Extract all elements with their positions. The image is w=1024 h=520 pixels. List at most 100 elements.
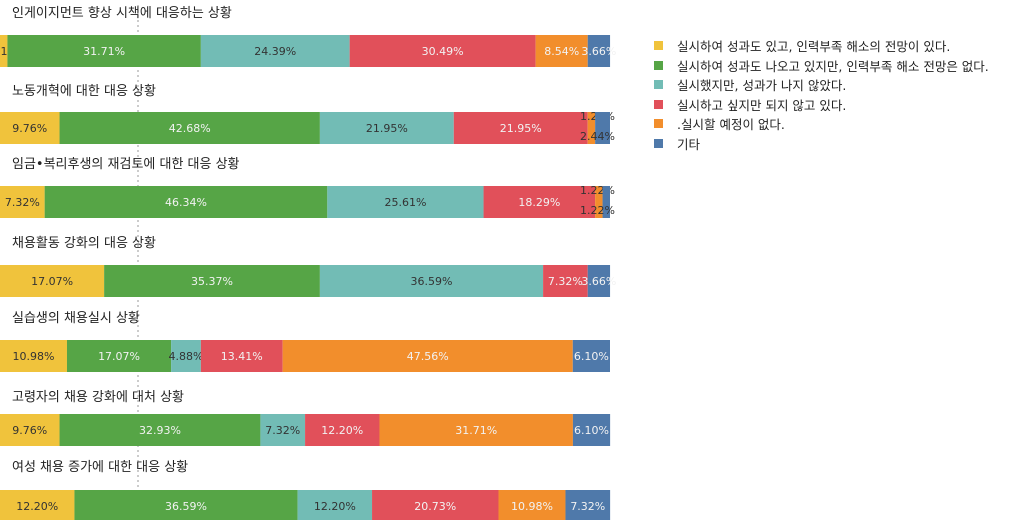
bar-segment — [587, 265, 611, 297]
group-title: 인게이지먼트 향상 시책에 대응하는 상황 — [12, 6, 232, 21]
data-label: 12.20% — [314, 500, 356, 513]
bar-segment — [587, 112, 596, 144]
data-label: 17.07% — [98, 350, 140, 363]
legend-swatch — [654, 60, 663, 70]
data-label: 7.32% — [265, 424, 300, 437]
bar-segment — [297, 490, 373, 520]
data-label: 3.66% — [581, 275, 616, 288]
bar-segment — [595, 112, 610, 144]
bar-segment — [572, 340, 610, 372]
bar-segment — [200, 340, 283, 372]
data-label: 10.98% — [511, 500, 553, 513]
data-label: 8.54% — [544, 45, 579, 58]
group-title: 노동개혁에 대한 대응 상황 — [12, 84, 156, 99]
data-label: 7.32% — [570, 500, 605, 513]
data-label: 3.66% — [581, 45, 616, 58]
legend-label: .실시할 예정이 없다. — [677, 117, 785, 133]
bar-segment — [602, 186, 610, 218]
legend-item: 실시하여 성과도 있고, 인력부족 해소의 전망이 있다. — [654, 36, 989, 56]
legend-label: 실시하여 성과도 나오고 있지만, 인력부족 해소 전망은 없다. — [677, 58, 989, 74]
data-label: 31.71% — [455, 424, 497, 437]
data-label: 46.34% — [165, 196, 207, 209]
data-label: 42.68% — [169, 122, 211, 135]
bar-segment — [104, 265, 320, 297]
bar-segment — [595, 186, 603, 218]
data-label: 6.10% — [574, 350, 609, 363]
data-label: 47.56% — [407, 350, 449, 363]
data-label: 1.22% — [580, 204, 615, 217]
data-label: 31.71% — [83, 45, 125, 58]
bar-segment — [59, 112, 320, 144]
data-label: 20.73% — [414, 500, 456, 513]
legend-swatch — [654, 80, 663, 90]
data-label: 9.76% — [12, 122, 47, 135]
legend-item: 실시하여 성과도 나오고 있지만, 인력부족 해소 전망은 없다. — [654, 56, 989, 76]
bar-segment — [44, 186, 328, 218]
group-title: 실습생의 채용실시 상황 — [12, 311, 140, 326]
bar-segment — [319, 112, 454, 144]
group-title: 여성 채용 증가에 대한 대응 상황 — [12, 460, 188, 475]
bar-segment — [327, 186, 484, 218]
data-label: 7.32% — [5, 196, 40, 209]
legend-label: 실시했지만, 성과가 나지 않았다. — [677, 78, 847, 94]
legend-label: 실시하고 싶지만 되지 않고 있다. — [677, 97, 847, 113]
bar-segment — [543, 265, 588, 297]
bar-segment — [66, 340, 172, 372]
bar-segment — [0, 265, 105, 297]
bar-segment — [0, 186, 45, 218]
bar-segment — [535, 35, 588, 67]
group-title: 고령자의 채용 강화에 대처 상황 — [12, 390, 184, 405]
bar-segment — [59, 414, 261, 446]
legend-item: 실시하고 싶지만 되지 않고 있다. — [654, 95, 989, 115]
bar-segment — [572, 414, 611, 446]
data-label: 25.61% — [384, 196, 426, 209]
legend: 실시하여 성과도 있고, 인력부족 해소의 전망이 있다. 실시하여 성과도 나오… — [654, 36, 989, 153]
data-label: 6.10% — [574, 424, 609, 437]
legend-label: 기타 — [677, 136, 701, 152]
data-label: 12.20% — [321, 424, 363, 437]
bar-segment — [260, 414, 306, 446]
data-label: 13.41% — [221, 350, 263, 363]
bar-segment — [483, 186, 596, 218]
bar-segment — [372, 490, 499, 520]
data-label: 17.07% — [31, 275, 73, 288]
data-label: 32.93% — [139, 424, 181, 437]
stacked-bar-chart: 인게이지먼트 향상 시책에 대응하는 상황 1.22% 31.71% 24.39% 30… — [0, 5, 616, 520]
bar-segment — [349, 35, 536, 67]
bar-segment — [7, 35, 201, 67]
bar-segment — [0, 490, 75, 520]
legend-swatch — [654, 119, 663, 129]
group-title: 임금•복리후생의 재검토에 대한 대응 상황 — [12, 157, 240, 172]
bar-segment — [171, 340, 201, 372]
group-title: 채용활동 강화의 대응 상황 — [12, 236, 156, 251]
data-label: 2.44% — [580, 130, 615, 143]
data-label: 21.95% — [366, 122, 408, 135]
bar-segment — [587, 35, 611, 67]
bar-segment — [200, 35, 350, 67]
bar-segment — [305, 414, 380, 446]
data-label: 9.76% — [12, 424, 47, 437]
data-label: 10.98% — [13, 350, 55, 363]
bar-segment — [565, 490, 611, 520]
bar-segment — [498, 490, 566, 520]
data-label: 12.20% — [16, 500, 58, 513]
bar-segment — [0, 340, 67, 372]
bar-segment — [0, 414, 60, 446]
data-label: 24.39% — [254, 45, 296, 58]
bar-segment — [379, 414, 573, 446]
bar-segment — [282, 340, 573, 372]
data-label: 35.37% — [191, 275, 233, 288]
bar-segment — [0, 112, 60, 144]
legend-swatch — [654, 138, 663, 148]
legend-swatch — [654, 41, 663, 51]
legend-item: .실시할 예정이 없다. — [654, 114, 989, 134]
data-label: 18.29% — [518, 196, 560, 209]
data-label: 21.95% — [500, 122, 542, 135]
bar-segment — [0, 35, 8, 67]
bar-segment — [74, 490, 298, 520]
data-label: 36.59% — [411, 275, 453, 288]
data-label: 4.88% — [169, 350, 204, 363]
data-label: 7.32% — [548, 275, 583, 288]
legend-label: 실시하여 성과도 있고, 인력부족 해소의 전망이 있다. — [677, 39, 951, 55]
legend-item: 기타 — [654, 134, 989, 154]
